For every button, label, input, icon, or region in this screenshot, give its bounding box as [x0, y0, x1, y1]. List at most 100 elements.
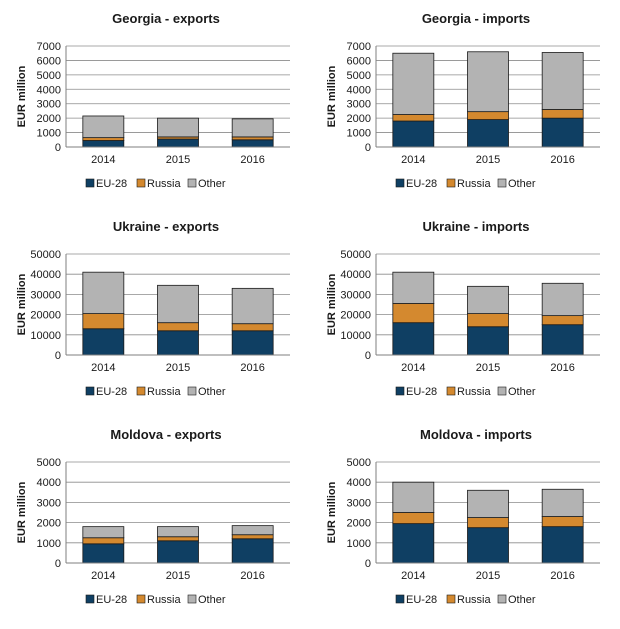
legend-swatch [446, 594, 456, 604]
legend-swatch [395, 594, 405, 604]
bar-eu-28-2016 [541, 117, 584, 148]
legend-swatch [395, 386, 405, 396]
y-tick-label: 1000 [37, 128, 61, 140]
legend-item-other: Other [497, 594, 536, 606]
bar-eu-28-2014 [392, 120, 435, 148]
y-axis-label: EUR million [326, 481, 338, 543]
bar-russia-2014 [392, 512, 435, 525]
y-tick-label: 2000 [347, 113, 371, 125]
x-tick-label: 2016 [240, 570, 264, 582]
legend-item-other: Other [187, 178, 226, 190]
x-tick-label: 2015 [476, 362, 500, 374]
y-tick-label: 4000 [347, 477, 371, 489]
y-tick-label: 2000 [37, 518, 61, 530]
legend-swatch [187, 178, 197, 188]
legend-swatch [136, 178, 146, 188]
bar-other-2015 [157, 117, 199, 138]
bar-other-2016 [231, 287, 274, 325]
bar-russia-2014 [82, 537, 125, 545]
legend-label: Other [508, 178, 536, 190]
legend-label: EU-28 [406, 178, 437, 190]
legend-item-russia: Russia [136, 178, 182, 190]
bar-russia-2016 [231, 323, 274, 332]
bar-russia-2016 [541, 516, 584, 528]
bar-other-2014 [82, 526, 125, 539]
bar-russia-2014 [392, 114, 435, 122]
y-tick-label: 7000 [37, 41, 61, 53]
bar-eu-28-2015 [467, 119, 509, 148]
bar-other-2014 [82, 271, 125, 314]
bar-other-2016 [541, 52, 584, 110]
chart-svg: Ukraine - imports 0 10000 20000 30000 40000 50… [326, 219, 600, 398]
bar-other-2014 [392, 52, 435, 115]
y-tick-label: 1000 [347, 128, 371, 140]
y-tick-label: 5000 [347, 457, 371, 469]
bar-eu-28-2016 [231, 538, 274, 564]
x-tick-label: 2016 [550, 570, 574, 582]
legend-item-other: Other [187, 386, 226, 398]
y-tick-label: 50000 [340, 249, 371, 261]
bar-other-2014 [392, 481, 435, 513]
bar-russia-2015 [467, 517, 509, 529]
legend-swatch [446, 178, 456, 188]
bar-eu-28-2014 [82, 140, 125, 148]
legend-item-russia: Russia [446, 178, 492, 190]
chart-title: Moldova - imports [420, 427, 532, 442]
y-tick-label: 1000 [347, 538, 371, 550]
y-axis-label: EUR million [16, 481, 28, 543]
chart-panel-ukraine-exports: Ukraine - exports 0 10000 20000 30000 40000 50… [0, 208, 310, 416]
legend-label: Other [508, 594, 536, 606]
legend-item-other: Other [497, 386, 536, 398]
legend-swatch [85, 386, 95, 396]
x-tick-label: 2014 [401, 362, 425, 374]
bar-eu-28-2014 [392, 523, 435, 564]
legend-swatch [136, 386, 146, 396]
legend-swatch [85, 178, 95, 188]
bar-other-2016 [541, 488, 584, 517]
y-tick-label: 3000 [37, 99, 61, 111]
chart-svg: Moldova - exports 0 1000 2000 3000 4000 5000 EU… [16, 427, 290, 606]
y-axis-label: EUR million [16, 65, 28, 127]
legend-label: Other [198, 386, 226, 398]
y-tick-label: 0 [55, 142, 61, 154]
y-tick-label: 5000 [347, 70, 371, 82]
bar-russia-2015 [157, 322, 199, 332]
legend-item-russia: Russia [446, 386, 492, 398]
x-tick-label: 2014 [91, 154, 115, 166]
y-tick-label: 40000 [340, 269, 371, 281]
y-tick-label: 0 [365, 350, 371, 362]
legend-label: Russia [457, 594, 492, 606]
y-tick-label: 50000 [30, 249, 61, 261]
legend-swatch [136, 594, 146, 604]
legend-label: EU-28 [96, 178, 127, 190]
legend-item-eu-28: EU-28 [85, 594, 127, 606]
legend-label: Russia [457, 386, 492, 398]
x-tick-label: 2014 [91, 362, 115, 374]
x-tick-label: 2015 [476, 154, 500, 166]
y-tick-label: 10000 [340, 330, 371, 342]
y-tick-label: 3000 [347, 497, 371, 509]
x-tick-label: 2014 [91, 570, 115, 582]
chart-title: Ukraine - exports [113, 219, 219, 234]
legend-swatch [497, 178, 507, 188]
bar-russia-2014 [82, 137, 125, 141]
y-tick-label: 2000 [37, 113, 61, 125]
bar-eu-28-2014 [392, 322, 435, 356]
chart-panel-ukraine-imports: Ukraine - imports 0 10000 20000 30000 40000 50… [310, 208, 620, 416]
bar-russia-2016 [231, 136, 274, 141]
bar-eu-28-2015 [467, 326, 509, 356]
legend-item-eu-28: EU-28 [395, 386, 437, 398]
bar-other-2015 [467, 285, 509, 314]
y-tick-label: 5000 [37, 70, 61, 82]
legend-label: EU-28 [96, 594, 127, 606]
bar-other-2014 [392, 271, 435, 304]
chart-panel-georgia-imports: Georgia - imports 0 1000 2000 3000 4000 5000 60… [310, 0, 620, 208]
y-tick-label: 10000 [30, 330, 61, 342]
x-tick-label: 2016 [550, 154, 574, 166]
chart-svg: Moldova - imports 0 1000 2000 3000 4000 5000 EU… [326, 427, 600, 606]
bar-eu-28-2015 [157, 138, 199, 148]
bar-russia-2015 [467, 111, 509, 120]
x-tick-label: 2014 [401, 154, 425, 166]
y-axis-label: EUR million [326, 65, 338, 127]
